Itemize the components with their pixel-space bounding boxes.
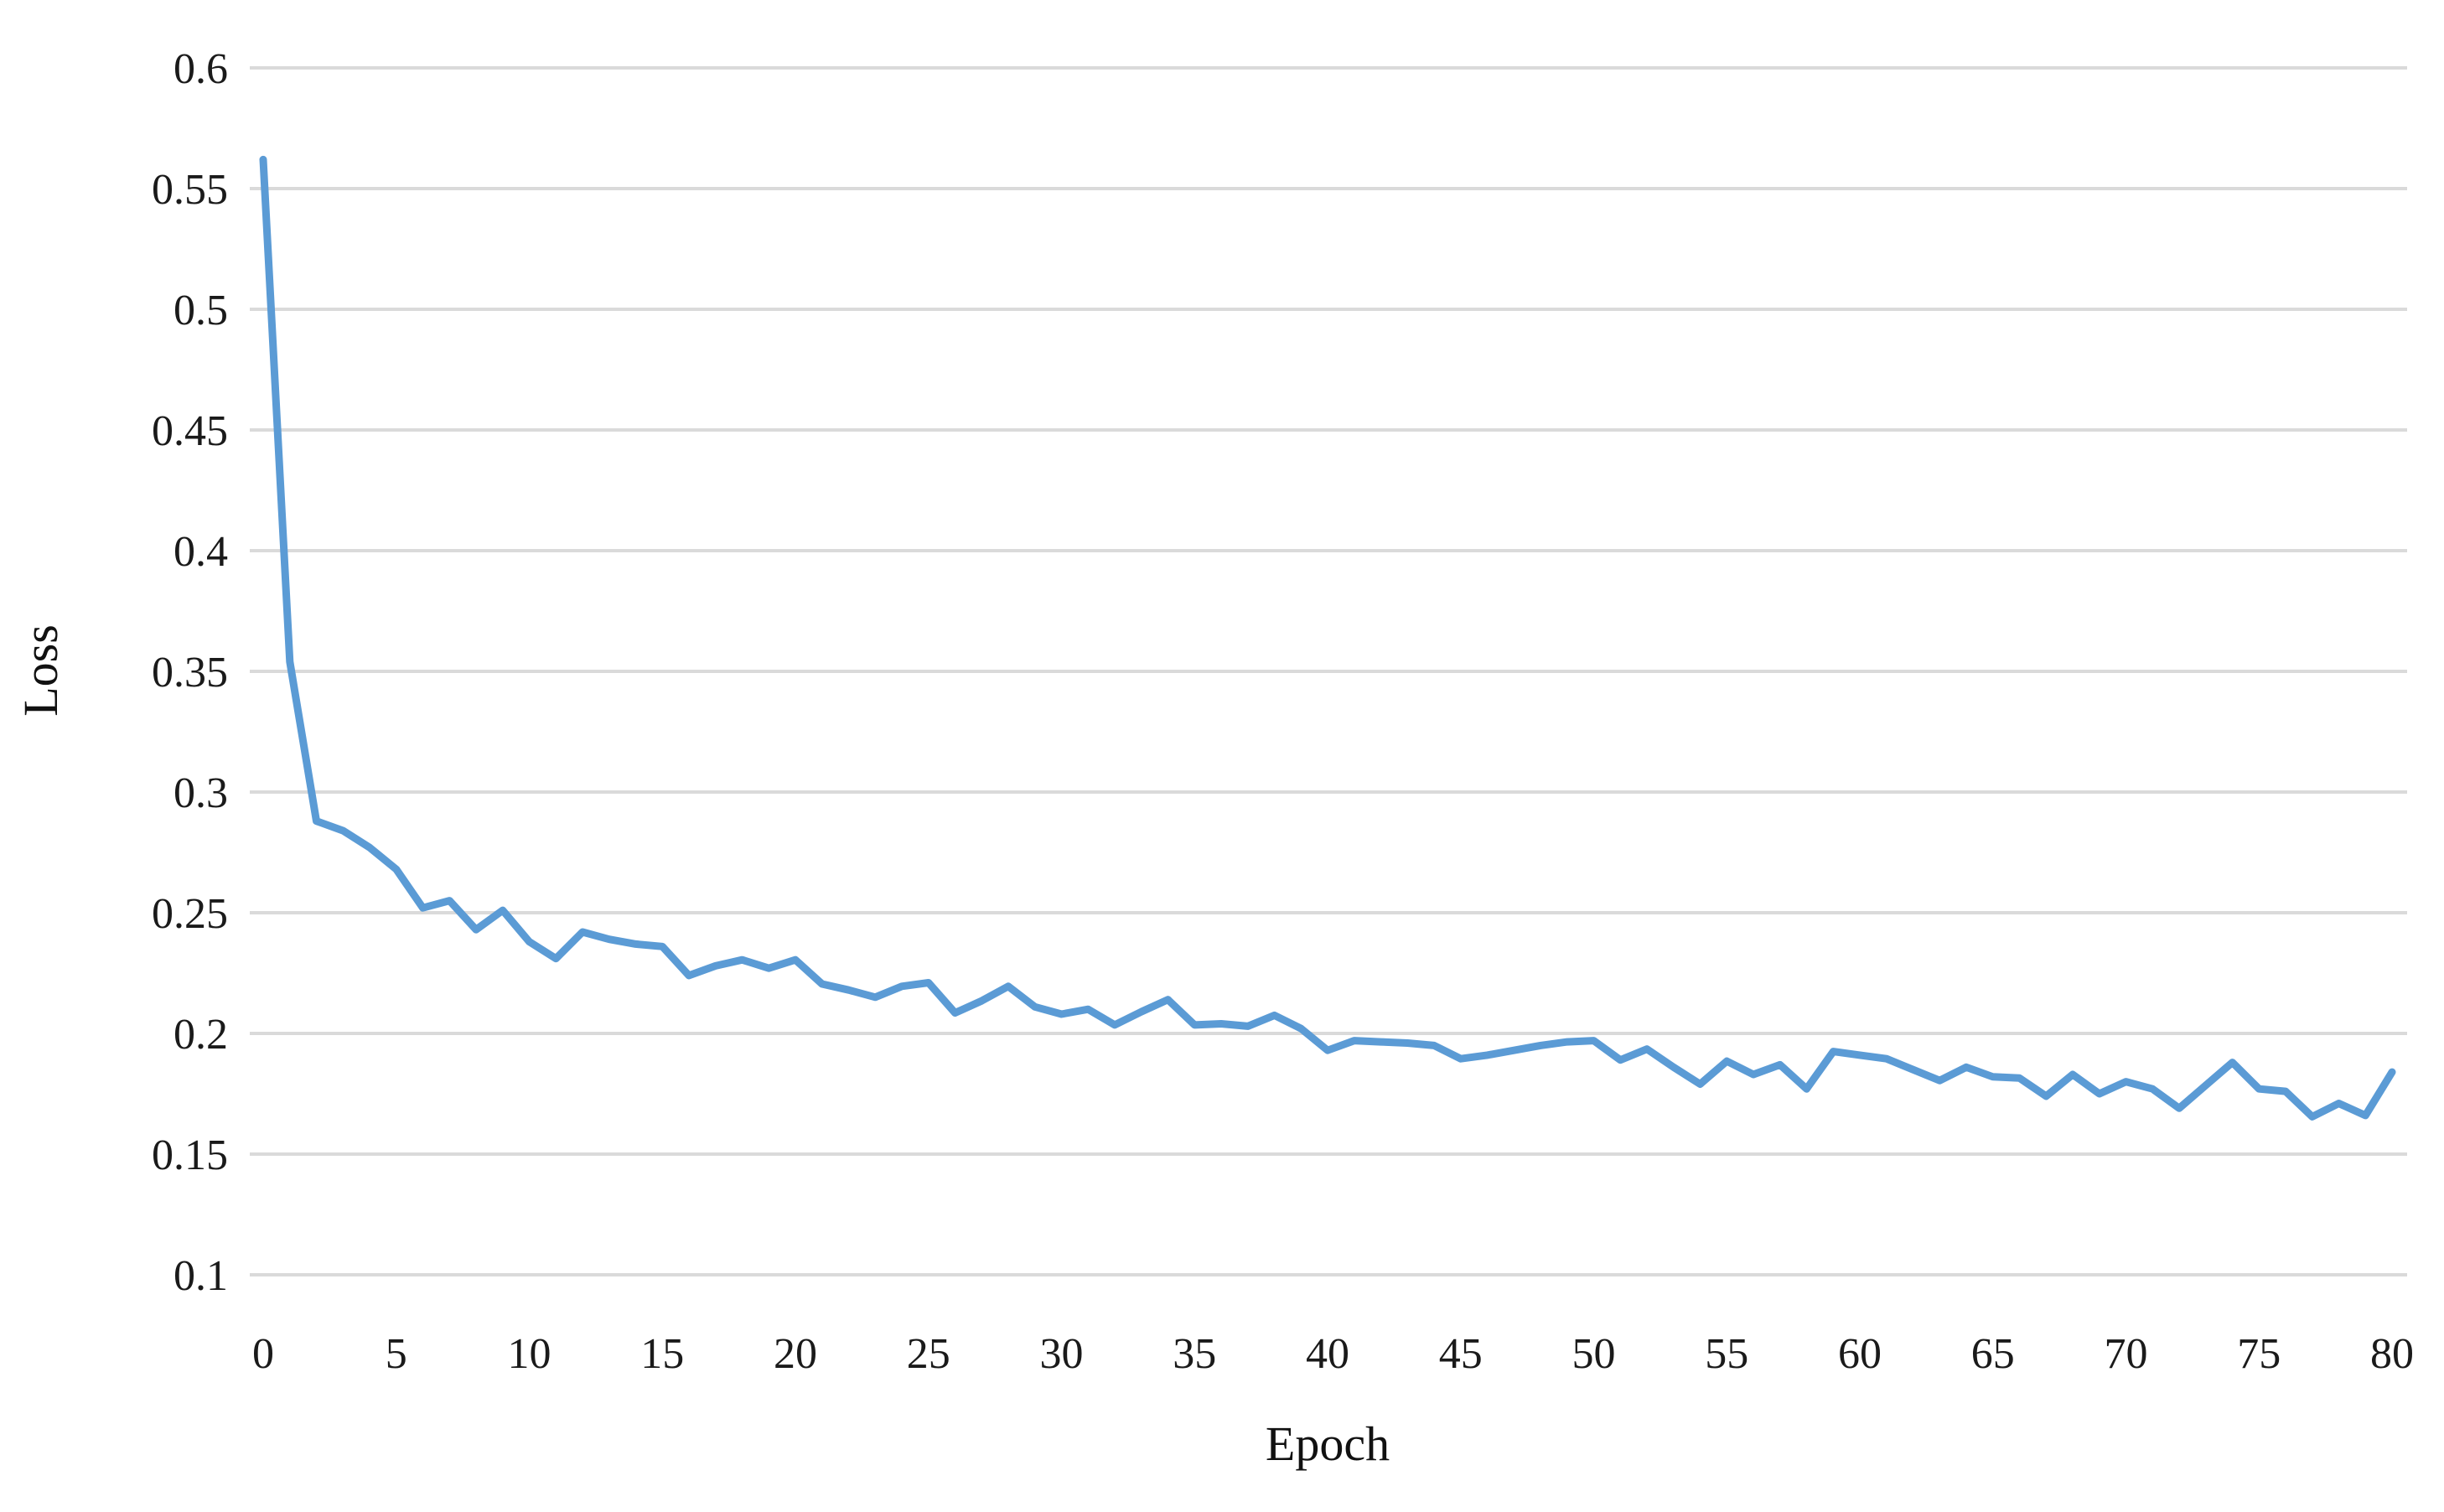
x-tick-label: 15 [640, 1330, 684, 1378]
y-tick-label: 0.25 [152, 890, 228, 938]
y-tick-label: 0.2 [173, 1011, 228, 1059]
x-tick-label: 65 [1971, 1330, 2015, 1378]
x-tick-label: 0 [252, 1330, 274, 1378]
x-axis-title: Epoch [1266, 1416, 1390, 1471]
x-tick-label: 35 [1173, 1330, 1216, 1378]
x-tick-label: 5 [386, 1330, 407, 1378]
x-tick-label: 55 [1705, 1330, 1748, 1378]
y-tick-label: 0.6 [173, 45, 228, 93]
x-tick-label: 70 [2105, 1330, 2148, 1378]
x-axis-tick-labels: 0 5 10 15 20 25 30 35 40 45 50 55 60 65 70 75 80 [252, 1330, 2414, 1378]
y-tick-label: 0.1 [173, 1252, 228, 1300]
y-tick-label: 0.45 [152, 407, 228, 455]
x-tick-label: 20 [774, 1330, 817, 1378]
y-axis-tick-labels: 0.6 0.55 0.5 0.45 0.4 0.35 0.3 0.25 0.2 0.15 0.1 [152, 45, 228, 1300]
x-tick-label: 75 [2237, 1330, 2281, 1378]
x-tick-label: 50 [1572, 1330, 1616, 1378]
y-tick-label: 0.4 [173, 528, 228, 576]
y-tick-label: 0.5 [173, 287, 228, 334]
x-tick-label: 25 [907, 1330, 950, 1378]
x-tick-label: 10 [508, 1330, 551, 1378]
x-tick-label: 40 [1306, 1330, 1349, 1378]
x-tick-label: 80 [2370, 1330, 2414, 1378]
y-tick-label: 0.55 [152, 166, 228, 214]
y-axis-title: Loss [13, 624, 68, 717]
series-group [259, 155, 2396, 1121]
x-tick-label: 30 [1040, 1330, 1084, 1378]
series-line-loss [259, 155, 2396, 1121]
gridlines [250, 66, 2407, 1276]
y-tick-label: 0.15 [152, 1131, 228, 1179]
x-tick-label: 60 [1838, 1330, 1882, 1378]
y-tick-label: 0.3 [173, 769, 228, 817]
y-tick-label: 0.35 [152, 649, 228, 696]
x-tick-label: 45 [1439, 1330, 1483, 1378]
